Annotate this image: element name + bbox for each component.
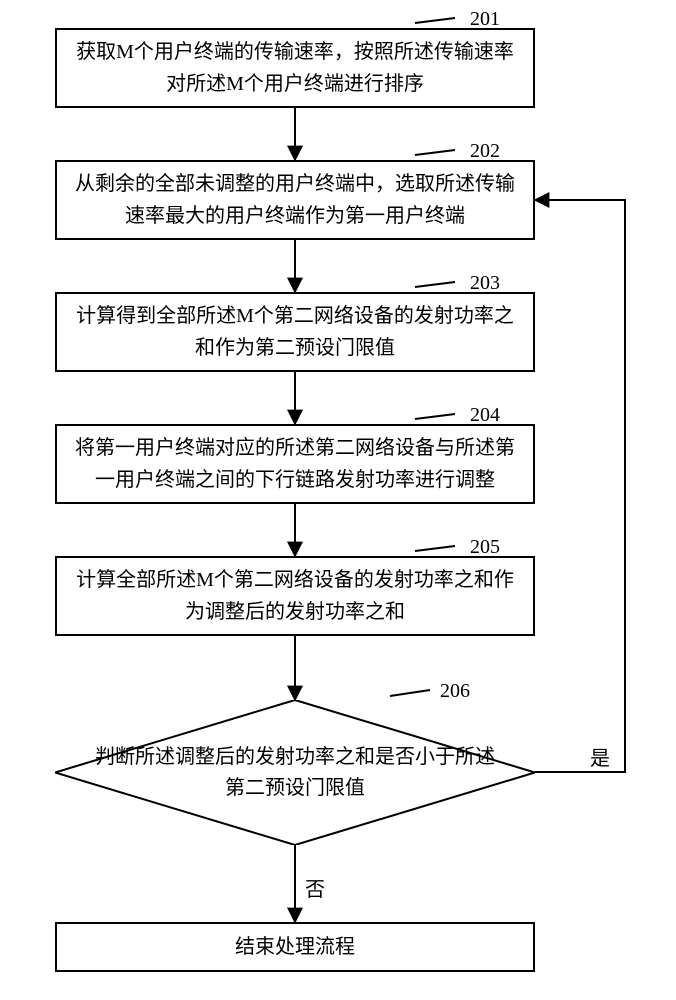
edge-label-yes: 是 [590,742,610,771]
node-text: 获取M个用户终端的传输速率，按照所述传输速率对所述M个用户终端进行排序 [67,36,523,100]
step-label-202: 202 [470,140,500,163]
process-node-203: 计算得到全部所述M个第二网络设备的发射功率之和作为第二预设门限值 [55,292,535,372]
node-text: 将第一用户终端对应的所述第二网络设备与所述第一用户终端之间的下行链路发射功率进行… [67,432,523,496]
edge-label-no: 否 [305,873,325,902]
node-text: 判断所述调整后的发射功率之和是否小于所述第二预设门限值 [95,742,495,804]
node-text: 计算全部所述M个第二网络设备的发射功率之和作为调整后的发射功率之和 [67,564,523,628]
decision-node-206: 判断所述调整后的发射功率之和是否小于所述第二预设门限值 [55,700,535,845]
node-text: 结束处理流程 [235,931,355,963]
step-label-201: 201 [470,8,500,31]
process-node-201: 获取M个用户终端的传输速率，按照所述传输速率对所述M个用户终端进行排序 [55,28,535,108]
process-node-204: 将第一用户终端对应的所述第二网络设备与所述第一用户终端之间的下行链路发射功率进行… [55,424,535,504]
process-node-202: 从剩余的全部未调整的用户终端中，选取所述传输速率最大的用户终端作为第一用户终端 [55,160,535,240]
node-text: 从剩余的全部未调整的用户终端中，选取所述传输速率最大的用户终端作为第一用户终端 [67,168,523,232]
step-label-205: 205 [470,536,500,559]
process-node-205: 计算全部所述M个第二网络设备的发射功率之和作为调整后的发射功率之和 [55,556,535,636]
flowchart-canvas: 获取M个用户终端的传输速率，按照所述传输速率对所述M个用户终端进行排序 201 … [0,0,676,1000]
process-node-end: 结束处理流程 [55,922,535,972]
step-label-206: 206 [440,680,470,703]
step-label-203: 203 [470,272,500,295]
step-label-204: 204 [470,404,500,427]
node-text: 计算得到全部所述M个第二网络设备的发射功率之和作为第二预设门限值 [67,300,523,364]
